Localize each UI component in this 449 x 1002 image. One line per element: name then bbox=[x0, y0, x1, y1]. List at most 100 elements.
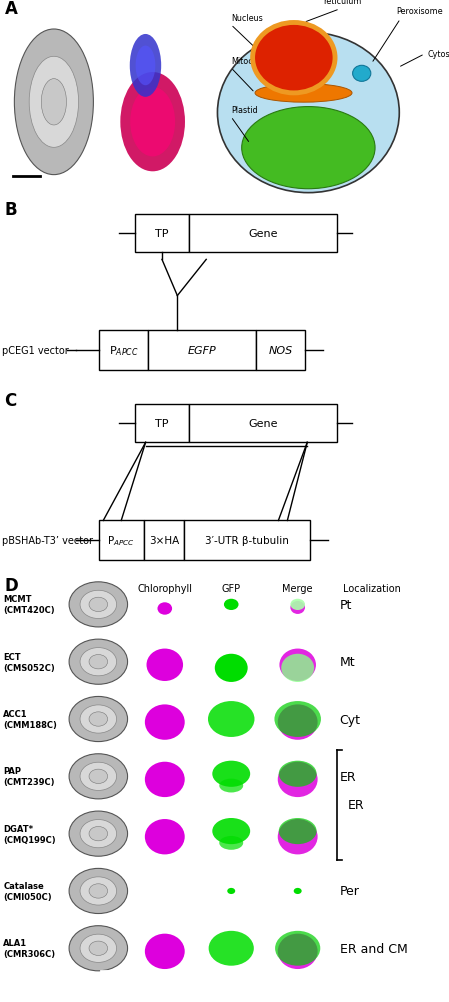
Ellipse shape bbox=[278, 704, 317, 740]
FancyBboxPatch shape bbox=[135, 214, 189, 253]
Text: P$_{APCC}$: P$_{APCC}$ bbox=[109, 344, 138, 358]
Text: Mitochondrion: Mitochondrion bbox=[231, 57, 288, 66]
Text: DGAT*
(CMQ199C): DGAT* (CMQ199C) bbox=[3, 824, 56, 844]
Text: EGFP: EGFP bbox=[188, 346, 216, 356]
Text: Mt: Mt bbox=[339, 655, 355, 668]
Ellipse shape bbox=[274, 701, 321, 737]
Text: NOS: NOS bbox=[269, 346, 293, 356]
Ellipse shape bbox=[242, 107, 375, 189]
Text: Gene: Gene bbox=[248, 228, 278, 238]
Text: ER: ER bbox=[348, 799, 365, 812]
Text: Localization: Localization bbox=[343, 584, 401, 593]
Ellipse shape bbox=[89, 827, 108, 841]
Text: pBSHAb-T3’ vector: pBSHAb-T3’ vector bbox=[2, 536, 93, 546]
Text: DIC: DIC bbox=[90, 584, 107, 593]
Text: GFP: GFP bbox=[222, 584, 241, 593]
Ellipse shape bbox=[278, 762, 317, 798]
Ellipse shape bbox=[69, 696, 128, 741]
Text: Nucleus: Nucleus bbox=[231, 14, 263, 23]
FancyBboxPatch shape bbox=[144, 521, 184, 561]
Ellipse shape bbox=[209, 931, 254, 966]
Ellipse shape bbox=[219, 836, 243, 850]
Ellipse shape bbox=[146, 649, 183, 681]
Text: 3×HA: 3×HA bbox=[149, 536, 179, 546]
FancyBboxPatch shape bbox=[189, 405, 337, 443]
Ellipse shape bbox=[224, 599, 238, 610]
Ellipse shape bbox=[136, 46, 155, 86]
FancyBboxPatch shape bbox=[99, 521, 144, 561]
Ellipse shape bbox=[291, 601, 305, 614]
Ellipse shape bbox=[89, 770, 108, 784]
Text: Peroxisome: Peroxisome bbox=[396, 7, 443, 16]
Text: Chlorophyll: Chlorophyll bbox=[137, 584, 192, 593]
Ellipse shape bbox=[69, 926, 128, 971]
Text: ER: ER bbox=[339, 771, 356, 783]
Ellipse shape bbox=[69, 812, 128, 857]
Ellipse shape bbox=[130, 35, 161, 98]
Text: Merge: Merge bbox=[282, 584, 313, 593]
Ellipse shape bbox=[255, 84, 352, 103]
Ellipse shape bbox=[130, 88, 175, 157]
Ellipse shape bbox=[120, 73, 185, 172]
Ellipse shape bbox=[212, 819, 250, 845]
Ellipse shape bbox=[80, 705, 117, 733]
Text: Pt: Pt bbox=[339, 598, 352, 611]
Ellipse shape bbox=[80, 648, 117, 676]
Ellipse shape bbox=[215, 654, 248, 682]
Text: Gene: Gene bbox=[248, 419, 278, 429]
Ellipse shape bbox=[208, 701, 255, 737]
Ellipse shape bbox=[275, 931, 320, 966]
Text: A: A bbox=[4, 0, 18, 18]
Ellipse shape bbox=[89, 655, 108, 669]
Text: Endoplasmic
reticulum: Endoplasmic reticulum bbox=[317, 0, 368, 6]
Text: ALA1
(CMR306C): ALA1 (CMR306C) bbox=[3, 938, 55, 958]
Ellipse shape bbox=[352, 66, 371, 82]
Ellipse shape bbox=[279, 649, 316, 681]
Ellipse shape bbox=[80, 934, 117, 962]
Ellipse shape bbox=[69, 754, 128, 800]
Text: TP: TP bbox=[155, 419, 169, 429]
Ellipse shape bbox=[294, 888, 302, 894]
FancyBboxPatch shape bbox=[189, 214, 337, 253]
Text: C: C bbox=[4, 392, 17, 410]
Ellipse shape bbox=[89, 884, 108, 898]
FancyBboxPatch shape bbox=[99, 331, 148, 371]
Text: Catalase
(CMI050C): Catalase (CMI050C) bbox=[3, 881, 52, 901]
Ellipse shape bbox=[279, 819, 317, 845]
Text: ER and CM: ER and CM bbox=[339, 942, 407, 955]
Text: MCMT
(CMT420C): MCMT (CMT420C) bbox=[3, 595, 55, 615]
Text: Per: Per bbox=[339, 885, 360, 898]
Ellipse shape bbox=[80, 591, 117, 619]
Ellipse shape bbox=[217, 33, 399, 193]
Text: D: D bbox=[4, 576, 18, 594]
Text: ECT
(CMS052C): ECT (CMS052C) bbox=[3, 652, 55, 672]
Ellipse shape bbox=[291, 599, 305, 610]
Ellipse shape bbox=[145, 704, 185, 740]
Ellipse shape bbox=[281, 654, 314, 682]
FancyBboxPatch shape bbox=[256, 331, 305, 371]
Text: pCEG1 vector: pCEG1 vector bbox=[2, 346, 69, 356]
Ellipse shape bbox=[145, 820, 185, 855]
Text: Cyt: Cyt bbox=[339, 712, 361, 725]
Ellipse shape bbox=[279, 761, 317, 787]
Text: 3′-UTR β-tubulin: 3′-UTR β-tubulin bbox=[205, 536, 289, 546]
Text: TP: TP bbox=[155, 228, 169, 238]
Ellipse shape bbox=[89, 597, 108, 612]
Ellipse shape bbox=[69, 869, 128, 914]
Text: Plastid: Plastid bbox=[231, 106, 257, 115]
Ellipse shape bbox=[80, 763, 117, 791]
Ellipse shape bbox=[145, 934, 185, 969]
Ellipse shape bbox=[80, 877, 117, 905]
Ellipse shape bbox=[253, 23, 335, 94]
Ellipse shape bbox=[278, 934, 317, 969]
Ellipse shape bbox=[212, 761, 250, 787]
FancyBboxPatch shape bbox=[184, 521, 310, 561]
Ellipse shape bbox=[69, 582, 128, 627]
Ellipse shape bbox=[69, 639, 128, 684]
Ellipse shape bbox=[219, 779, 243, 793]
Text: Cytosol: Cytosol bbox=[427, 50, 449, 59]
Ellipse shape bbox=[89, 941, 108, 956]
Ellipse shape bbox=[145, 762, 185, 798]
FancyBboxPatch shape bbox=[135, 405, 189, 443]
Ellipse shape bbox=[158, 602, 172, 615]
